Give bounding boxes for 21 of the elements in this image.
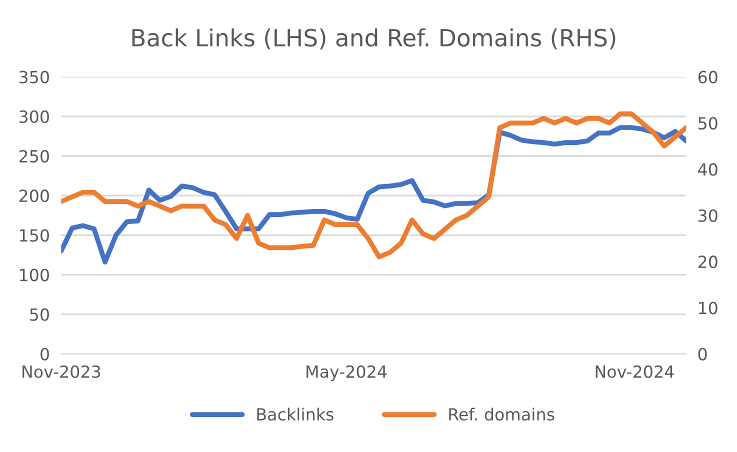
- y2-tick-label: 10: [699, 302, 718, 314]
- legend-label: Backlinks: [257, 408, 334, 421]
- y-tick-label: 150: [20, 229, 49, 242]
- y-tick-label: 350: [20, 70, 49, 84]
- y-tick-label: 50: [30, 308, 49, 321]
- y2-tick-label: 20: [698, 256, 718, 268]
- y2-tick-label: 0: [698, 348, 707, 360]
- y2-tick-label: 30: [698, 209, 718, 222]
- y2-tick-label: 40: [698, 163, 718, 176]
- y2-tick-label: 50: [698, 116, 718, 130]
- x-tick-label: Nov-2023: [22, 365, 100, 378]
- x-tick-label: May-2024: [306, 365, 387, 382]
- y-tick-label: 0: [40, 348, 49, 360]
- y-tick-label: 300: [20, 110, 49, 123]
- y2-tick-label: 60: [698, 70, 718, 84]
- y-tick-label: 200: [19, 190, 49, 202]
- chart-title: Back Links (LHS) and Ref. Domains (RHS): [132, 28, 616, 50]
- legend-label: Ref. domains: [449, 408, 554, 421]
- x-tick-label: Nov-2024: [596, 365, 674, 378]
- y-tick-label: 250: [19, 150, 49, 163]
- y-tick-label: 100: [20, 268, 49, 282]
